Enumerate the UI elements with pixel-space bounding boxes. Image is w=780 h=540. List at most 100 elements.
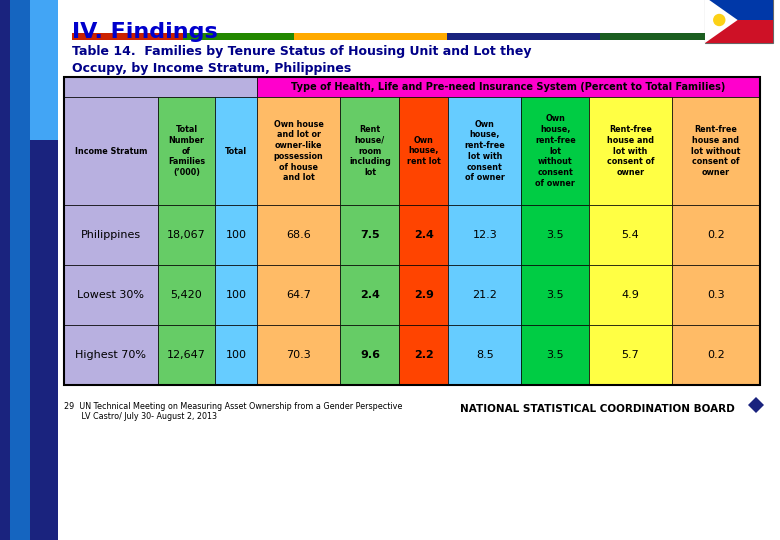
- Text: Lowest 30%: Lowest 30%: [77, 290, 144, 300]
- FancyBboxPatch shape: [590, 205, 672, 265]
- FancyBboxPatch shape: [399, 205, 448, 265]
- Text: Income Stratum: Income Stratum: [75, 146, 147, 156]
- FancyBboxPatch shape: [448, 325, 521, 385]
- FancyBboxPatch shape: [340, 97, 399, 205]
- Text: 4.9: 4.9: [622, 290, 640, 300]
- FancyBboxPatch shape: [0, 0, 58, 540]
- FancyBboxPatch shape: [340, 265, 399, 325]
- Text: 2.4: 2.4: [360, 290, 380, 300]
- Text: 29  UN Technical Meeting on Measuring Asset Ownership from a Gender Perspective
: 29 UN Technical Meeting on Measuring Ass…: [64, 402, 402, 421]
- Text: 5.4: 5.4: [622, 230, 640, 240]
- Text: 3.5: 3.5: [547, 350, 564, 360]
- FancyBboxPatch shape: [448, 265, 521, 325]
- FancyBboxPatch shape: [600, 33, 767, 40]
- Text: 100: 100: [225, 230, 246, 240]
- Text: 64.7: 64.7: [286, 290, 311, 300]
- Text: Rent
house/
room
including
lot: Rent house/ room including lot: [349, 125, 391, 177]
- FancyBboxPatch shape: [64, 325, 158, 385]
- Text: 2.9: 2.9: [414, 290, 434, 300]
- Text: Table 14.  Families by Tenure Status of Housing Unit and Lot they
Occupy, by Inc: Table 14. Families by Tenure Status of H…: [72, 45, 531, 75]
- FancyBboxPatch shape: [521, 97, 590, 205]
- Text: 70.3: 70.3: [286, 350, 311, 360]
- FancyBboxPatch shape: [64, 77, 257, 97]
- Text: Own
house,
rent-free
lot
without
consent
of owner: Own house, rent-free lot without consent…: [535, 114, 576, 188]
- FancyBboxPatch shape: [672, 325, 760, 385]
- FancyBboxPatch shape: [158, 205, 215, 265]
- FancyBboxPatch shape: [257, 77, 760, 97]
- Text: 2.4: 2.4: [414, 230, 434, 240]
- Text: 5,420: 5,420: [171, 290, 202, 300]
- Text: Total
Number
of
Families
(’000): Total Number of Families (’000): [168, 125, 205, 177]
- Text: IV. Findings: IV. Findings: [72, 22, 218, 42]
- Text: 100: 100: [225, 350, 246, 360]
- Text: 0.2: 0.2: [707, 350, 725, 360]
- Text: Own
house,
rent lot: Own house, rent lot: [407, 136, 441, 166]
- Text: Type of Health, Life and Pre-need Insurance System (Percent to Total Families): Type of Health, Life and Pre-need Insura…: [291, 82, 725, 92]
- FancyBboxPatch shape: [399, 97, 448, 205]
- FancyBboxPatch shape: [705, 0, 773, 20]
- Text: 12.3: 12.3: [473, 230, 497, 240]
- FancyBboxPatch shape: [215, 265, 257, 325]
- Circle shape: [714, 15, 725, 25]
- FancyBboxPatch shape: [215, 97, 257, 205]
- FancyBboxPatch shape: [10, 0, 30, 540]
- FancyBboxPatch shape: [64, 205, 158, 265]
- Text: 5.7: 5.7: [622, 350, 640, 360]
- FancyBboxPatch shape: [705, 0, 773, 43]
- Text: 7.5: 7.5: [360, 230, 380, 240]
- FancyBboxPatch shape: [672, 97, 760, 205]
- Text: 21.2: 21.2: [473, 290, 497, 300]
- FancyBboxPatch shape: [399, 265, 448, 325]
- FancyBboxPatch shape: [215, 205, 257, 265]
- FancyBboxPatch shape: [448, 97, 521, 205]
- Text: 2.2: 2.2: [414, 350, 434, 360]
- FancyBboxPatch shape: [672, 265, 760, 325]
- FancyBboxPatch shape: [72, 33, 183, 40]
- FancyBboxPatch shape: [215, 325, 257, 385]
- FancyBboxPatch shape: [705, 20, 773, 43]
- Text: 0.2: 0.2: [707, 230, 725, 240]
- Text: Rent-free
house and
lot without
consent of
owner: Rent-free house and lot without consent …: [691, 125, 740, 177]
- Text: Own house
and lot or
owner-like
possession
of house
and lot: Own house and lot or owner-like possessi…: [274, 120, 324, 183]
- Text: Own
house,
rent-free
lot with
consent
of owner: Own house, rent-free lot with consent of…: [464, 120, 505, 183]
- FancyBboxPatch shape: [521, 265, 590, 325]
- Text: 3.5: 3.5: [547, 290, 564, 300]
- Text: Philippines: Philippines: [81, 230, 141, 240]
- FancyBboxPatch shape: [28, 0, 58, 140]
- Text: 18,067: 18,067: [167, 230, 206, 240]
- Text: Highest 70%: Highest 70%: [76, 350, 147, 360]
- FancyBboxPatch shape: [183, 33, 294, 40]
- FancyBboxPatch shape: [447, 33, 600, 40]
- FancyBboxPatch shape: [340, 325, 399, 385]
- Text: 8.5: 8.5: [476, 350, 494, 360]
- FancyBboxPatch shape: [672, 205, 760, 265]
- FancyBboxPatch shape: [399, 325, 448, 385]
- FancyBboxPatch shape: [158, 97, 215, 205]
- FancyBboxPatch shape: [521, 205, 590, 265]
- FancyBboxPatch shape: [590, 325, 672, 385]
- FancyBboxPatch shape: [257, 205, 340, 265]
- FancyBboxPatch shape: [294, 33, 447, 40]
- Text: 68.6: 68.6: [286, 230, 311, 240]
- FancyBboxPatch shape: [64, 265, 158, 325]
- Text: 9.6: 9.6: [360, 350, 380, 360]
- Text: 3.5: 3.5: [547, 230, 564, 240]
- Text: 100: 100: [225, 290, 246, 300]
- FancyBboxPatch shape: [448, 205, 521, 265]
- Text: NATIONAL STATISTICAL COORDINATION BOARD: NATIONAL STATISTICAL COORDINATION BOARD: [460, 404, 735, 414]
- FancyBboxPatch shape: [340, 205, 399, 265]
- FancyBboxPatch shape: [590, 265, 672, 325]
- Text: 0.3: 0.3: [707, 290, 725, 300]
- Text: Total: Total: [225, 146, 247, 156]
- FancyBboxPatch shape: [257, 97, 340, 205]
- FancyBboxPatch shape: [257, 325, 340, 385]
- Polygon shape: [748, 397, 764, 413]
- FancyBboxPatch shape: [158, 265, 215, 325]
- FancyBboxPatch shape: [158, 325, 215, 385]
- FancyBboxPatch shape: [64, 97, 158, 205]
- FancyBboxPatch shape: [257, 265, 340, 325]
- FancyBboxPatch shape: [590, 97, 672, 205]
- Text: 12,647: 12,647: [167, 350, 206, 360]
- FancyBboxPatch shape: [521, 325, 590, 385]
- Polygon shape: [705, 0, 738, 43]
